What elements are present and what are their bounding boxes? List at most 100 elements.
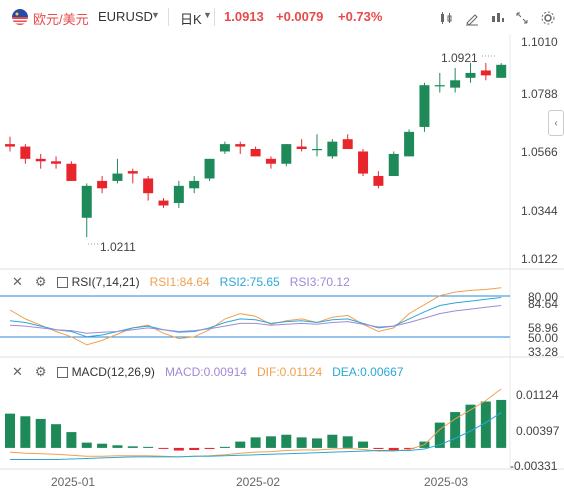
candle-body xyxy=(358,151,369,174)
divider xyxy=(214,8,215,26)
macd-bar xyxy=(81,442,92,448)
macd-header: ✕ ⚙ MACD(12,26,9) MACD:0.00914 DIF:0.011… xyxy=(12,364,404,380)
candle-body xyxy=(189,180,200,189)
close-icon[interactable]: ✕ xyxy=(12,364,23,379)
rsi-label: RSI(7,14,21) xyxy=(71,275,140,289)
rsi2-line xyxy=(9,297,502,338)
macd-bar xyxy=(189,447,200,451)
drawing-icon[interactable] xyxy=(462,8,482,28)
candle-body xyxy=(158,200,169,206)
macd-label: MACD(12,26,9) xyxy=(71,365,155,379)
collapse-arrow-icon[interactable]: ‹ xyxy=(548,110,564,136)
candle-body xyxy=(342,139,353,150)
candle-body xyxy=(204,158,215,179)
last-price: 1.0913 xyxy=(224,9,264,24)
macd-bar xyxy=(296,437,307,448)
macd-bar xyxy=(281,434,292,448)
rsi-series xyxy=(9,287,502,346)
candle-body xyxy=(97,180,108,189)
rsi-axis-label: 84.64 xyxy=(528,297,559,311)
macd-value: MACD:0.00914 xyxy=(164,365,247,379)
dif-line xyxy=(9,388,502,458)
candle-body xyxy=(5,144,15,147)
candle-body xyxy=(173,185,184,204)
macd-bar xyxy=(173,447,184,451)
dea-value: DEA:0.00667 xyxy=(332,365,404,379)
rsi-axis-label: 80.00 xyxy=(528,290,559,304)
macd-bar xyxy=(235,441,246,448)
macd-bar xyxy=(51,424,62,448)
macd-bar xyxy=(434,422,445,448)
macd-checkbox[interactable] xyxy=(56,366,68,378)
macd-series xyxy=(5,388,507,460)
date-label: 2025-03 xyxy=(424,475,469,489)
candle-body xyxy=(265,158,276,164)
candle-body xyxy=(250,149,261,157)
timeframe-selector[interactable]: 日K xyxy=(180,12,202,27)
close-icon[interactable]: ✕ xyxy=(12,274,23,289)
candle-body xyxy=(465,72,476,78)
macd-axis-label: -0.00331 xyxy=(510,459,558,473)
gear-icon[interactable]: ⚙ xyxy=(34,364,47,379)
macd-bar xyxy=(204,447,215,449)
price-change: +0.0079 xyxy=(276,9,324,24)
candle-body xyxy=(296,146,307,150)
divider xyxy=(168,8,169,26)
rsi1-line xyxy=(9,287,502,346)
symbol-name-cn[interactable]: 欧元/美元 xyxy=(33,12,89,27)
candle-body xyxy=(388,153,399,177)
candle-body xyxy=(327,141,338,157)
date-label: 2025-01 xyxy=(51,475,96,489)
macd-bar xyxy=(20,416,31,448)
macd-bar xyxy=(97,443,108,448)
dif-value: DIF:0.01124 xyxy=(256,365,323,379)
candle-body xyxy=(51,161,62,164)
candle-body xyxy=(480,70,491,76)
price-axis-label: 1.0788 xyxy=(521,87,558,101)
macd-bar xyxy=(373,447,384,449)
rsi-axis-label: 50.00 xyxy=(528,331,559,345)
rsi-checkbox[interactable] xyxy=(56,276,68,288)
candle-body xyxy=(112,173,123,181)
macd-bar xyxy=(250,437,261,448)
rsi3-value: RSI3:70.12 xyxy=(289,275,350,289)
high-label: 1.0921 xyxy=(441,51,478,65)
macd-bar xyxy=(450,412,461,448)
macd-bar xyxy=(127,446,138,448)
macd-bar xyxy=(265,436,276,448)
candle-body xyxy=(219,144,230,152)
timeframe-dropdown-icon[interactable]: ▼ xyxy=(203,10,212,20)
gear-icon[interactable]: ⚙ xyxy=(34,274,47,289)
price-change-pct: +0.73% xyxy=(338,9,383,24)
macd-bar xyxy=(219,446,230,448)
candle-body xyxy=(66,163,77,181)
low-label: 1.0211 xyxy=(100,240,136,254)
macd-bar xyxy=(480,401,491,448)
chart-toolbar: 欧元/美元 EURUSD ▼ 日K ▼ 1.0913 +0.0079 +0.73… xyxy=(0,0,564,34)
rsi1-value: RSI1:84.64 xyxy=(149,275,210,289)
candle-body xyxy=(81,185,92,218)
macd-axis-label: 0.01124 xyxy=(516,388,559,402)
rsi-axis-label: 33.28 xyxy=(528,345,559,359)
fullscreen-icon[interactable] xyxy=(512,8,532,28)
indicator-icon[interactable] xyxy=(488,8,508,28)
candle-body xyxy=(434,85,445,87)
price-axis-label: 1.0566 xyxy=(521,145,558,159)
symbol-code[interactable]: EURUSD xyxy=(98,9,153,24)
candle-body xyxy=(281,144,292,164)
candle-body xyxy=(20,146,31,159)
macd-bar xyxy=(5,413,15,448)
candle-style-icon[interactable] xyxy=(436,8,456,28)
macd-bar xyxy=(143,446,154,448)
macd-bar xyxy=(496,399,507,448)
candle-body xyxy=(143,178,154,194)
settings-icon[interactable] xyxy=(538,8,558,28)
rsi3-line xyxy=(9,305,502,334)
rsi2-value: RSI2:75.65 xyxy=(219,275,280,289)
date-label: 2025-02 xyxy=(236,475,281,489)
symbol-dropdown-icon[interactable]: ▼ xyxy=(151,10,160,20)
candle-body xyxy=(419,85,430,127)
macd-bar xyxy=(342,436,353,448)
candle-body xyxy=(312,149,322,151)
